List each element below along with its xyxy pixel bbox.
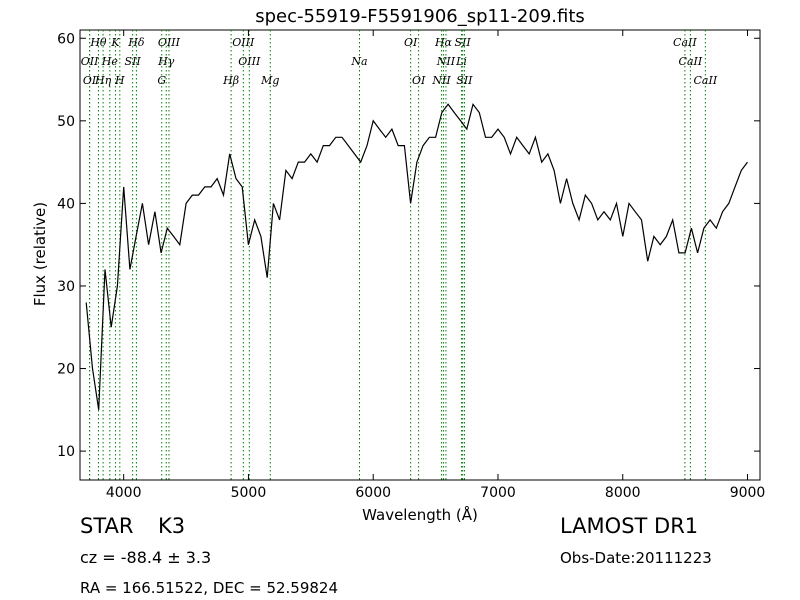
line-marker-label-0: Hθ — [89, 36, 107, 49]
spectrum-line — [85, 102, 748, 410]
x-tick-label-4: 8000 — [605, 485, 641, 501]
y-tick-label-3: 40 — [57, 196, 75, 212]
ra-dec: RA = 166.51522, DEC = 52.59824 — [80, 579, 339, 597]
line-marker-label-12: Hγ — [157, 55, 175, 68]
line-marker-label-9: OII — [81, 55, 99, 68]
line-marker-label-19: Hη — [94, 74, 112, 87]
line-marker-label-5: OI — [404, 36, 418, 49]
x-tick-label-0: 4000 — [106, 485, 142, 501]
line-marker-label-15: NII — [436, 55, 456, 68]
line-marker-label-7: SII — [455, 36, 472, 49]
line-marker-label-13: OIII — [238, 55, 261, 68]
object-class: STAR — [80, 514, 134, 538]
object-subclass: K3 — [158, 514, 186, 538]
line-marker-label-14: Na — [350, 55, 367, 68]
obs-date: Obs-Date:20111223 — [560, 549, 712, 567]
line-marker-label-24: OI — [412, 74, 426, 87]
plot-frame — [79, 29, 761, 481]
x-axis-label: Wavelength (Å) — [362, 506, 478, 524]
redshift-cz: cz = -88.4 ± 3.3 — [80, 548, 212, 567]
y-tick-label-1: 20 — [57, 362, 75, 378]
y-axis-label: Flux (relative) — [31, 201, 49, 307]
line-marker-label-16: Li — [455, 55, 467, 68]
line-marker-label-20: H — [114, 74, 125, 87]
line-marker-label-22: Hβ — [222, 74, 239, 87]
line-marker-label-2: Hδ — [127, 36, 145, 49]
line-marker-label-4: OIII — [232, 36, 255, 49]
chart-title: spec-55919-F5591906_sp11-209.fits — [255, 6, 585, 27]
x-tick-label-2: 6000 — [355, 485, 391, 501]
line-marker-label-1: K — [110, 36, 120, 49]
line-marker-label-8: CaII — [673, 36, 697, 49]
line-marker-label-17: CaII — [679, 55, 703, 68]
line-marker-label-26: SII — [456, 74, 473, 87]
survey-name: LAMOST DR1 — [560, 514, 699, 538]
y-tick-label-5: 60 — [57, 31, 75, 47]
line-marker-label-27: CaII — [694, 74, 718, 87]
line-marker-label-23: Mg — [260, 74, 279, 87]
y-tick-label-2: 30 — [57, 279, 75, 295]
x-tick-label-1: 5000 — [231, 485, 267, 501]
y-tick-label-0: 10 — [57, 444, 75, 460]
line-marker-label-6: Hα — [434, 36, 453, 49]
x-tick-label-3: 7000 — [480, 485, 516, 501]
line-marker-label-21: G — [157, 74, 166, 87]
x-tick-label-5: 9000 — [730, 485, 766, 501]
line-marker-label-11: SII — [125, 55, 142, 68]
line-marker-label-10: He — [101, 55, 119, 68]
line-marker-label-3: OIII — [158, 36, 181, 49]
y-tick-label-4: 50 — [57, 114, 75, 130]
line-marker-label-18: OI — [83, 74, 97, 87]
line-marker-label-25: NII — [431, 74, 451, 87]
